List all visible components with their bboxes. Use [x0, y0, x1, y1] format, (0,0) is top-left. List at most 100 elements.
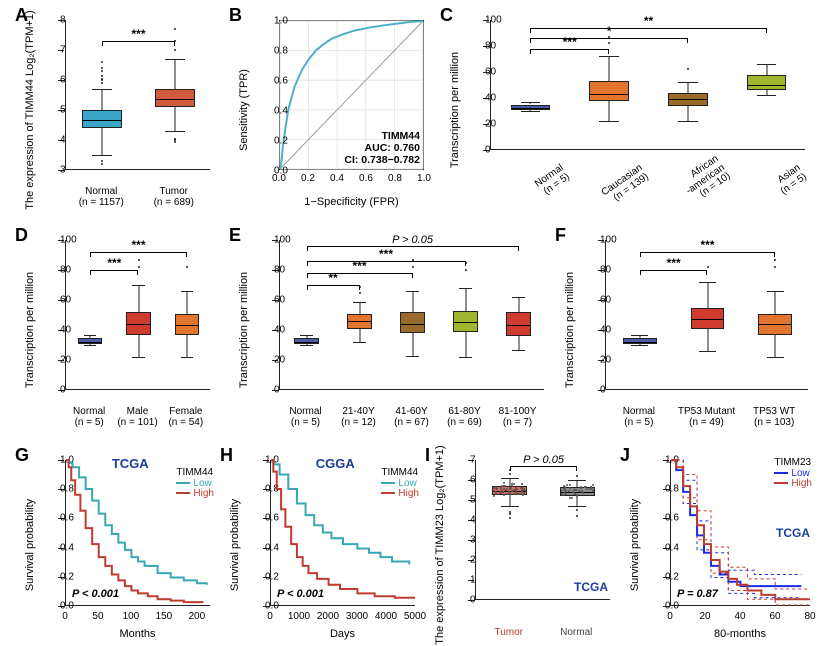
- jitter-point: [516, 492, 518, 494]
- whisker-cap: [165, 59, 185, 60]
- y-tick-label: 4: [470, 515, 472, 526]
- jitter-point: [508, 491, 510, 493]
- panel-g: G0.00.20.40.60.81.0Survival probabilityM…: [20, 450, 220, 640]
- x-tick-label: Normal (n = 5): [609, 407, 669, 428]
- y-tick-label: 60: [600, 295, 602, 306]
- significance-label: **: [644, 14, 653, 28]
- sig-tick: [307, 247, 308, 251]
- whisker: [609, 56, 610, 81]
- significance-bar: [530, 28, 766, 29]
- outlier-point: [174, 28, 176, 30]
- x-axis-label: 80-months: [714, 628, 766, 640]
- km-pvalue: P = 0.87: [677, 588, 718, 600]
- y-tick-label: 0.2: [60, 571, 62, 582]
- median-line: [454, 322, 477, 323]
- jitter-point: [580, 486, 582, 488]
- jitter-point: [504, 485, 506, 487]
- y-axis-label: Survival probability: [24, 499, 36, 591]
- x-tick-label: 5000: [404, 611, 426, 622]
- x-tick-label: Tumor: [479, 628, 539, 639]
- x-tick-label: 150: [156, 611, 173, 622]
- whisker-cap: [521, 111, 541, 112]
- y-tick-label: 0.6: [60, 513, 62, 524]
- box: [623, 338, 657, 344]
- jitter-point: [493, 495, 495, 497]
- x-tick-label: 81-100Y (n = 7): [488, 407, 548, 428]
- significance-label: *: [607, 24, 612, 38]
- jitter-point: [586, 488, 588, 490]
- whisker-cap: [300, 335, 313, 336]
- box: [691, 308, 725, 329]
- whisker-cap: [353, 342, 366, 343]
- y-tick-label: 80: [600, 265, 602, 276]
- x-tick-label: Caucasian (n = 139): [565, 163, 651, 232]
- jitter-point: [561, 493, 563, 495]
- y-tick-label: 5: [470, 495, 472, 506]
- panel-label: C: [440, 5, 453, 26]
- significance-label: ***: [131, 27, 145, 41]
- y-tick-label: 5: [60, 105, 62, 116]
- whisker: [102, 89, 103, 110]
- jitter-point: [509, 487, 511, 489]
- y-tick-label: 40: [274, 325, 276, 336]
- box: [453, 311, 478, 332]
- whisker: [687, 82, 688, 92]
- y-tick-label: 80: [485, 41, 487, 52]
- y-tick-label: 0.8: [265, 484, 267, 495]
- box: [82, 110, 122, 128]
- jitter-point: [523, 488, 525, 490]
- x-tick-label: 3000: [346, 611, 368, 622]
- sig-tick: [412, 274, 413, 278]
- y-tick-label: 0: [274, 385, 276, 396]
- median-line: [624, 342, 656, 343]
- whisker-cap: [631, 335, 648, 336]
- whisker-cap: [132, 285, 144, 286]
- jitter-point: [495, 486, 497, 488]
- whisker-cap: [406, 291, 419, 292]
- panel-label: F: [555, 225, 566, 246]
- whisker: [775, 291, 776, 314]
- whisker-cap: [406, 356, 419, 357]
- x-tick-label: 2000: [317, 611, 339, 622]
- whisker-cap: [165, 131, 185, 132]
- panel-label: H: [220, 445, 233, 466]
- significance-bar: [530, 38, 688, 39]
- panel-label: G: [15, 445, 29, 466]
- y-tick-label: 0: [600, 385, 602, 396]
- whisker-cap: [353, 302, 366, 303]
- jitter-point: [513, 489, 515, 491]
- outlier-point: [174, 138, 176, 140]
- km-dataset-title: TCGA: [112, 456, 149, 471]
- jitter-point: [500, 488, 502, 490]
- x-tick-label: Tumor (n = 689): [144, 187, 204, 208]
- sig-tick: [510, 467, 511, 471]
- y-tick-label: 0.6: [665, 513, 667, 524]
- y-tick-label: 3: [60, 165, 62, 176]
- x-tick-label: 0.6: [359, 173, 373, 184]
- sig-tick: [687, 39, 688, 43]
- whisker: [518, 336, 519, 350]
- box: [126, 312, 150, 335]
- whisker-cap: [568, 480, 586, 481]
- whisker: [138, 335, 139, 358]
- sig-tick: [90, 271, 91, 275]
- y-tick-label: 100: [274, 235, 276, 246]
- whisker: [138, 285, 139, 312]
- x-tick-label: 1000: [288, 611, 310, 622]
- outlier-point: [174, 141, 176, 143]
- y-tick-label: 20: [485, 119, 487, 130]
- jitter-point: [503, 482, 505, 484]
- x-tick-label: 4000: [375, 611, 397, 622]
- y-axis-label: Survival probability: [229, 499, 241, 591]
- y-axis-label: The expression of TIMM23 Log₂(TPM+1): [434, 445, 446, 644]
- jitter-point: [515, 489, 517, 491]
- median-line: [156, 99, 194, 100]
- sig-tick: [640, 253, 641, 257]
- x-tick-label: 0: [267, 611, 273, 622]
- outlier-point: [101, 82, 103, 84]
- jitter-point: [522, 494, 524, 496]
- x-tick-label: 0.2: [301, 173, 315, 184]
- plot-area: 020406080100******: [490, 20, 805, 150]
- sig-tick: [186, 253, 187, 257]
- panel-e: E020406080100********P > 0.05Transcripti…: [234, 230, 554, 430]
